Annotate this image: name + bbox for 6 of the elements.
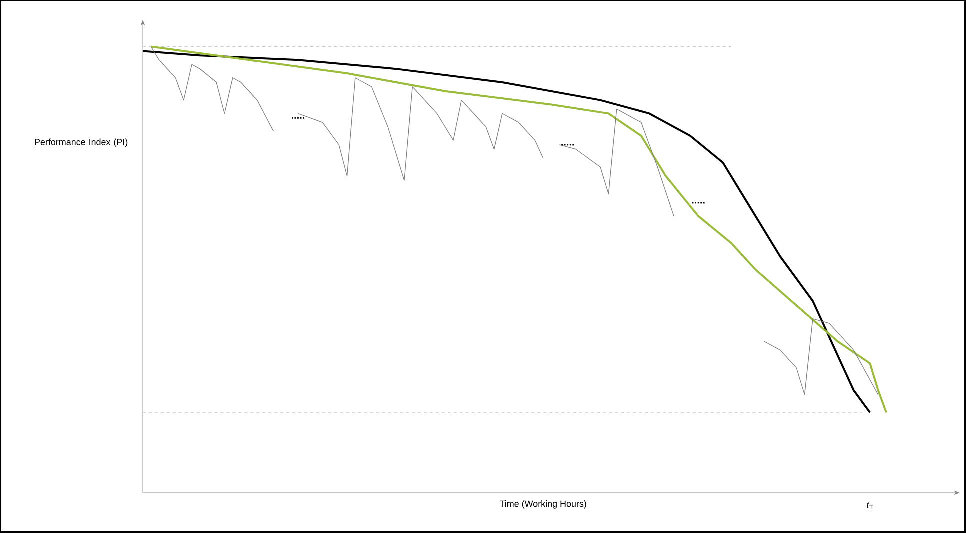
annotation: ..... <box>292 117 304 119</box>
annotation: ..... <box>562 144 574 146</box>
y-axis-title: Performance Index (PI) <box>35 138 128 148</box>
annotation: ..... <box>692 202 705 204</box>
x-axis-title: Time (Working Hours) <box>500 500 586 509</box>
text: t$_{T}$ <box>867 502 873 510</box>
